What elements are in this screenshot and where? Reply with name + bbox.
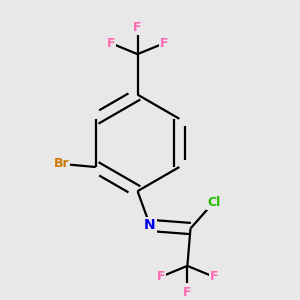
Text: F: F — [157, 270, 165, 283]
Text: F: F — [160, 37, 168, 50]
Text: F: F — [210, 270, 218, 283]
Text: Br: Br — [54, 158, 69, 170]
Text: F: F — [107, 37, 115, 50]
Text: F: F — [133, 21, 142, 34]
Text: F: F — [183, 286, 192, 299]
Text: N: N — [144, 218, 156, 233]
Text: Cl: Cl — [207, 196, 220, 208]
